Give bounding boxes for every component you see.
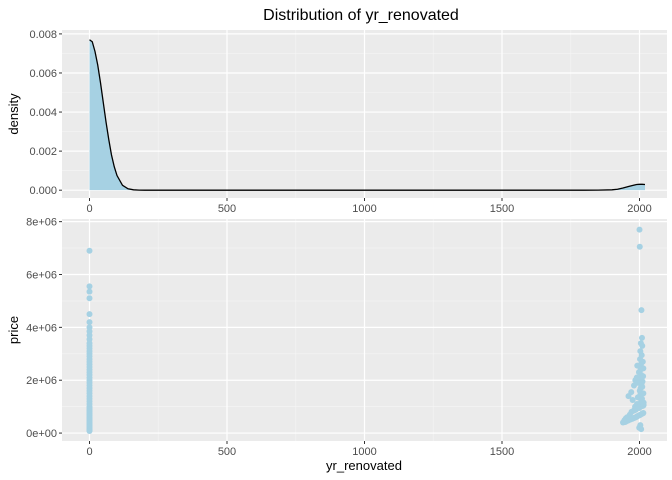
price-x-tick-label: 500 bbox=[218, 446, 236, 458]
density-x-tick-label: 0 bbox=[86, 203, 92, 215]
scatter-point bbox=[640, 409, 647, 416]
density-x-tick-label: 1500 bbox=[490, 203, 514, 215]
scatter-point bbox=[625, 393, 632, 400]
scatter-point bbox=[86, 295, 93, 302]
price-tick-labels: 0 500 1000 1500 2000 0e+00 2e+06 4e+06 6e+06 8e+0… bbox=[26, 217, 652, 458]
chart-title: Distribution of yr_renovated bbox=[263, 7, 459, 24]
density-y-tick-label: 0.004 bbox=[29, 107, 57, 119]
price-y-tick-label: 4e+06 bbox=[26, 322, 57, 334]
scatter-point bbox=[86, 311, 93, 318]
scatter-point bbox=[639, 342, 646, 349]
density-y-tick-label: 0.008 bbox=[29, 29, 57, 41]
scatter-point bbox=[636, 226, 643, 233]
density-x-tick-label: 500 bbox=[218, 203, 236, 215]
price-y-axis-title: price bbox=[6, 316, 21, 344]
price-x-tick-label: 2000 bbox=[627, 446, 651, 458]
scatter-point bbox=[638, 307, 645, 314]
density-curve-line bbox=[89, 39, 646, 191]
density-y-tick-label: 0.006 bbox=[29, 68, 57, 80]
density-tick-labels: 0 500 1000 1500 2000 0.000 0.002 0.004 0.006 0.00… bbox=[29, 29, 651, 215]
density-x-tick-label: 2000 bbox=[627, 203, 651, 215]
price-x-axis-title: yr_renovated bbox=[326, 458, 402, 473]
scatter-point bbox=[640, 402, 647, 409]
price-y-tick-label: 2e+06 bbox=[26, 375, 57, 387]
density-y-tick-label: 0.000 bbox=[29, 185, 57, 197]
density-marks bbox=[89, 39, 646, 191]
scatter-point bbox=[631, 382, 637, 389]
density-y-axis-title: density bbox=[6, 93, 21, 135]
price-x-tick-label: 1000 bbox=[352, 446, 376, 458]
scatter-point bbox=[634, 362, 641, 369]
scatter-point bbox=[638, 334, 645, 341]
density-x-tick-label: 1000 bbox=[352, 203, 376, 215]
scatter-point bbox=[86, 247, 93, 254]
price-y-tick-label: 0e+00 bbox=[26, 428, 57, 440]
scatter-point bbox=[638, 426, 645, 433]
price-y-tick-label: 6e+06 bbox=[26, 270, 57, 282]
price-x-tick-label: 0 bbox=[86, 446, 92, 458]
price-points bbox=[86, 226, 647, 434]
price-x-tick-label: 1500 bbox=[490, 446, 514, 458]
price-y-tick-label: 8e+06 bbox=[26, 217, 57, 229]
density-y-tick-label: 0.002 bbox=[29, 146, 57, 158]
scatter-point bbox=[86, 288, 93, 295]
scatter-point bbox=[86, 427, 93, 434]
density-panel: 0 500 1000 1500 2000 0.000 0.002 0.004 0.006 0.00… bbox=[6, 29, 667, 215]
scatter-point bbox=[86, 283, 93, 290]
price-gridlines bbox=[59, 219, 667, 444]
scatter-point bbox=[629, 397, 636, 404]
scatter-point bbox=[86, 319, 93, 326]
scatter-point bbox=[636, 243, 643, 250]
price-panel: 0 500 1000 1500 2000 0e+00 2e+06 4e+06 6e+06 8e+0… bbox=[6, 217, 667, 473]
